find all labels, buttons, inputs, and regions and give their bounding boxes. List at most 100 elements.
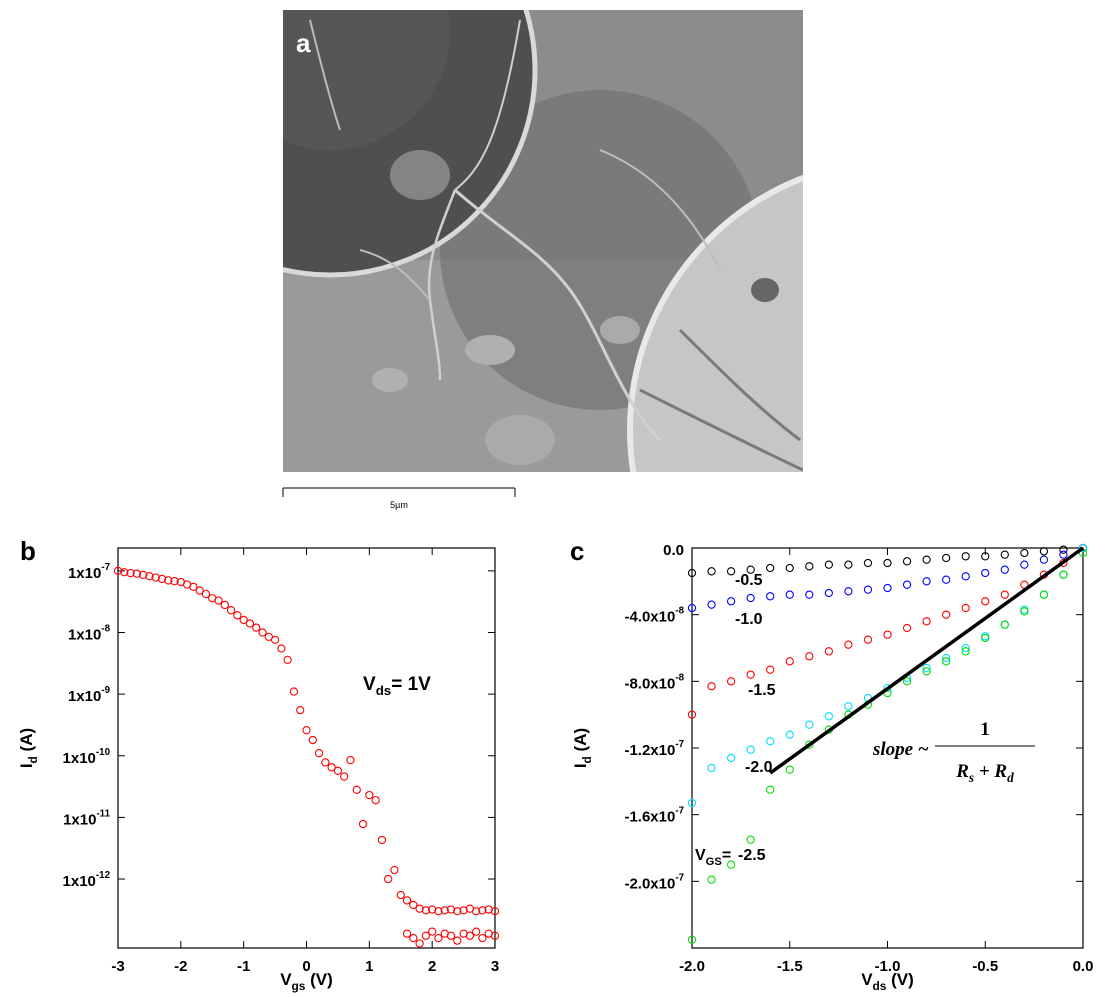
data-point xyxy=(766,737,775,746)
data-point xyxy=(922,577,931,586)
text-part: d xyxy=(1007,770,1014,785)
data-point xyxy=(902,580,912,589)
y-tick-label: -1.6x10-7 xyxy=(624,805,684,825)
data-point xyxy=(707,682,716,691)
text-part: 1x10 xyxy=(63,750,96,767)
legend-prefix: VGS= xyxy=(695,847,731,868)
data-point xyxy=(805,720,814,729)
data-point xyxy=(233,611,242,620)
data-point xyxy=(1078,543,1088,553)
data-point xyxy=(490,907,500,916)
data-point xyxy=(1020,548,1029,558)
data-point xyxy=(157,574,167,584)
data-point xyxy=(981,632,990,641)
data-point xyxy=(201,589,211,599)
data-point xyxy=(883,558,892,568)
data-point xyxy=(277,644,286,653)
x-axis-label: Vgs (V) xyxy=(280,970,333,993)
data-point xyxy=(402,896,412,905)
data-point xyxy=(902,623,912,633)
y-tick-label: -1.2x10-7 xyxy=(624,739,684,759)
text-part: -8 xyxy=(101,623,110,634)
panel-label: a xyxy=(296,28,311,58)
text-part: = 1V xyxy=(391,674,431,695)
data-point xyxy=(321,758,330,767)
text-part: R xyxy=(955,761,969,782)
data-point xyxy=(824,647,833,656)
x-tick-label: -2.0 xyxy=(679,958,705,975)
data-point xyxy=(132,569,141,578)
text-part: 1x10 xyxy=(68,565,101,582)
data-point xyxy=(409,900,418,910)
text-part: 1x10 xyxy=(68,688,101,705)
text-part: gs xyxy=(292,979,306,993)
data-point xyxy=(484,905,493,914)
data-point xyxy=(258,628,267,637)
data-point xyxy=(308,735,317,745)
data-point xyxy=(1039,547,1049,556)
x-tick-label: 0 xyxy=(302,958,310,975)
data-point xyxy=(1059,545,1068,554)
data-point xyxy=(428,905,437,914)
data-point xyxy=(981,552,990,561)
data-point xyxy=(824,588,833,598)
data-point xyxy=(421,906,431,915)
data-point xyxy=(409,933,418,943)
data-point xyxy=(902,677,912,686)
data-point xyxy=(961,572,970,581)
x-tick-label: 3 xyxy=(491,958,499,975)
data-point xyxy=(189,582,198,592)
text-part: GS xyxy=(706,856,723,868)
data-point xyxy=(961,647,970,656)
text-part: -7 xyxy=(675,805,684,816)
data-point xyxy=(766,665,775,674)
y-tick-label: 1x10-8 xyxy=(68,623,111,643)
data-point xyxy=(151,573,160,582)
y-tick-label: -8.0x10-8 xyxy=(624,672,684,692)
text-part: R xyxy=(993,761,1007,782)
data-point xyxy=(270,635,280,644)
text-part: -2.0x10 xyxy=(624,875,675,892)
data-point xyxy=(371,796,380,805)
legend-label: -0.5 xyxy=(735,572,763,589)
data-point xyxy=(402,929,412,938)
x-tick-label: 1 xyxy=(365,958,373,975)
text-part: -10 xyxy=(96,746,111,757)
x-tick-label: -1.0 xyxy=(875,958,901,975)
text-part: d xyxy=(26,756,40,763)
text-part: 1x10 xyxy=(68,626,101,643)
data-point xyxy=(766,563,775,573)
data-point xyxy=(214,596,223,605)
data-point xyxy=(707,763,716,773)
data-point xyxy=(942,657,951,666)
panel-label: b xyxy=(20,536,36,566)
data-point xyxy=(471,907,481,916)
data-point xyxy=(396,890,405,900)
data-point xyxy=(726,753,736,763)
data-point xyxy=(785,765,794,774)
data-point xyxy=(471,927,481,936)
data-point xyxy=(239,615,248,625)
data-point xyxy=(726,597,736,606)
data-point xyxy=(961,603,970,613)
data-point xyxy=(415,939,424,948)
text-part: = xyxy=(722,847,731,864)
data-point xyxy=(195,586,204,595)
x-tick-label: -1 xyxy=(237,958,250,975)
data-point xyxy=(942,553,951,563)
fit-line xyxy=(769,546,1085,775)
data-point xyxy=(446,905,456,914)
data-point xyxy=(346,755,355,765)
data-point xyxy=(138,570,148,580)
data-point xyxy=(883,583,892,593)
text-part: + xyxy=(974,761,994,782)
data-point xyxy=(1020,560,1029,569)
panel-label: c xyxy=(570,536,584,566)
data-point xyxy=(453,936,462,945)
data-point xyxy=(126,568,135,578)
data-point xyxy=(922,555,931,564)
data-point xyxy=(421,931,431,940)
data-point xyxy=(785,730,794,739)
data-point xyxy=(296,705,305,715)
